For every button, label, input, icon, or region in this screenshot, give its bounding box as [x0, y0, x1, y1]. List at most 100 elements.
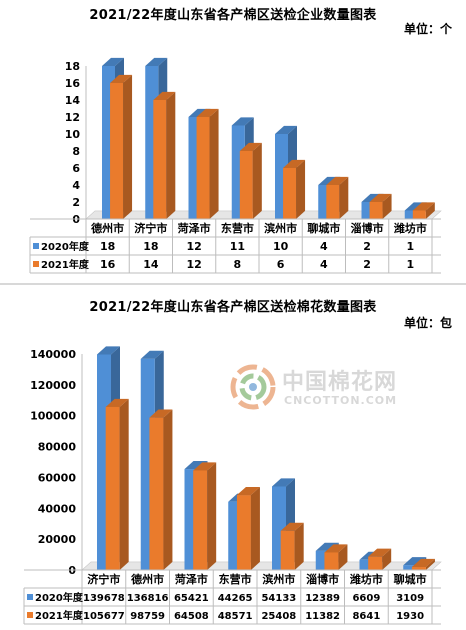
bar-top — [368, 548, 392, 557]
bar-front — [193, 470, 208, 570]
y-tick-label: 14 — [65, 94, 81, 107]
bar-side — [252, 142, 262, 219]
bar-series2 — [105, 398, 129, 570]
bar-top — [403, 557, 427, 566]
bar-series2 — [324, 544, 348, 570]
bar-top — [326, 176, 349, 185]
chart-panel-cotton: 2021/22年度山东省各产棉区送检棉花数量图表 单位：包 0200004000… — [0, 288, 466, 630]
unit-label: 单位：包 — [403, 316, 452, 330]
bar-top — [193, 462, 217, 471]
bar-top — [283, 159, 306, 168]
bar-side — [163, 409, 173, 570]
bar-side — [166, 91, 176, 219]
bar-side — [339, 176, 349, 219]
bar-series2 — [153, 91, 176, 219]
bar-top — [196, 108, 219, 117]
bar-front — [326, 185, 340, 219]
data-label: 48571 — [218, 611, 253, 622]
x-tick-label: 东营市 — [219, 572, 252, 586]
data-label: 6609 — [352, 593, 380, 604]
x-tick-label: 滨州市 — [264, 221, 297, 235]
y-tick-label: 10 — [65, 128, 81, 141]
bar-top — [239, 142, 262, 151]
x-tick-label: 滨州市 — [262, 572, 295, 586]
bar-front — [153, 100, 167, 219]
bar-front — [403, 565, 418, 570]
bar-front — [404, 210, 418, 219]
bar-side — [296, 159, 306, 219]
data-label: 4 — [320, 258, 328, 271]
x-tick-label: 济宁市 — [87, 572, 120, 586]
y-tick-label: 2 — [72, 196, 80, 209]
bar-side — [123, 74, 133, 220]
x-tick-label: 菏泽市 — [178, 221, 211, 235]
data-label: 1930 — [396, 611, 424, 622]
x-tick-label: 潍坊市 — [394, 221, 427, 235]
bar-top — [280, 522, 304, 531]
bar-front — [412, 210, 426, 219]
legend-label: 2021年度 — [41, 258, 90, 271]
data-label: 1 — [407, 240, 415, 253]
bar-top — [105, 398, 129, 407]
bar-series2 — [412, 202, 435, 219]
data-label: 25408 — [261, 611, 296, 622]
legend-label: 2020年度 — [35, 591, 84, 604]
y-tick-label: 120000 — [30, 379, 76, 392]
bar-front — [110, 83, 124, 219]
data-label: 12389 — [305, 593, 340, 604]
bar-front — [236, 495, 251, 570]
bar-top — [110, 74, 133, 83]
bar-front — [149, 417, 164, 570]
x-tick-label: 淄博市 — [351, 221, 384, 235]
x-tick-label: 潍坊市 — [350, 572, 383, 586]
data-label: 64508 — [174, 611, 209, 622]
bar-series2 — [196, 108, 219, 219]
bar-side — [425, 202, 435, 219]
data-label: 4 — [320, 240, 328, 253]
y-tick-label: 140000 — [30, 348, 76, 361]
legend-swatch — [27, 612, 33, 618]
bar-side — [338, 544, 348, 570]
data-label: 11 — [230, 240, 245, 253]
y-tick-label: 8 — [72, 145, 80, 158]
bar-series2 — [368, 548, 392, 570]
x-tick-label: 东营市 — [221, 221, 254, 235]
data-label: 8641 — [352, 611, 380, 622]
data-label: 54133 — [261, 593, 296, 604]
x-tick-label: 菏泽市 — [175, 572, 208, 586]
bar-front — [105, 406, 120, 570]
bar-top — [275, 125, 297, 134]
y-tick-label: 18 — [65, 60, 80, 73]
legend-label: 2021年度 — [35, 609, 84, 622]
data-label: 139678 — [83, 593, 125, 604]
bar-series2 — [236, 486, 260, 570]
bar-front — [411, 567, 426, 570]
y-tick-label: 16 — [65, 77, 81, 90]
bar-series2 — [239, 142, 262, 219]
x-tick-label: 淄博市 — [306, 572, 339, 586]
data-label: 16 — [100, 258, 116, 271]
bar-side — [382, 193, 392, 219]
bar-series2 — [411, 558, 435, 570]
bar-top — [149, 409, 173, 418]
bar-front — [359, 559, 374, 570]
data-label: 98759 — [130, 611, 165, 622]
x-tick-label: 聊城市 — [307, 221, 340, 235]
bar-side — [207, 462, 217, 570]
bar-series2 — [193, 462, 217, 570]
bar-front — [369, 202, 383, 219]
data-label: 8 — [234, 258, 242, 271]
y-tick-label: 100000 — [30, 410, 76, 423]
bar-side — [425, 558, 435, 570]
bar-top — [97, 346, 120, 355]
bar-top — [236, 486, 260, 496]
data-label: 1 — [407, 258, 415, 271]
data-label: 18 — [143, 240, 158, 253]
data-label: 3109 — [396, 593, 424, 604]
legend-swatch — [33, 261, 39, 267]
bar-side — [119, 398, 129, 570]
bar-chart-cotton: 020000400006000080000100000120000140000济… — [23, 346, 442, 625]
bar-series2 — [283, 159, 306, 219]
legend-swatch — [27, 594, 33, 600]
y-tick-label: 60000 — [38, 471, 77, 484]
